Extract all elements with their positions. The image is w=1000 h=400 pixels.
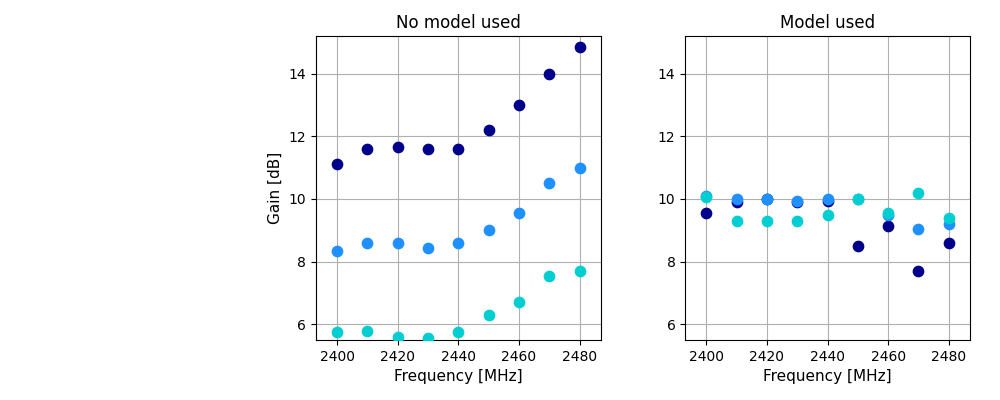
Point: [941, 214, 957, 221]
Point: [359, 146, 375, 152]
Point: [850, 196, 866, 202]
Point: [880, 212, 896, 218]
Point: [941, 221, 957, 227]
X-axis label: Frequency [MHz]: Frequency [MHz]: [763, 369, 892, 384]
Point: [359, 327, 375, 334]
Point: [820, 212, 836, 218]
Point: [729, 196, 745, 202]
Point: [941, 240, 957, 246]
Point: [481, 312, 497, 318]
Point: [359, 240, 375, 246]
Point: [420, 244, 436, 251]
Point: [789, 199, 805, 205]
Point: [541, 180, 557, 186]
Point: [698, 210, 714, 216]
Point: [572, 164, 588, 171]
Point: [910, 268, 926, 274]
Title: No model used: No model used: [396, 14, 521, 32]
Point: [329, 161, 345, 168]
Point: [729, 218, 745, 224]
Point: [511, 102, 527, 108]
Point: [759, 218, 775, 224]
Point: [880, 210, 896, 216]
Point: [481, 127, 497, 133]
Point: [511, 210, 527, 216]
Point: [450, 329, 466, 335]
Title: Model used: Model used: [780, 14, 875, 32]
Point: [420, 146, 436, 152]
Point: [390, 144, 406, 150]
Point: [698, 194, 714, 201]
Point: [420, 335, 436, 342]
Point: [759, 196, 775, 202]
Point: [572, 44, 588, 50]
Point: [390, 334, 406, 340]
Point: [789, 197, 805, 204]
Point: [450, 240, 466, 246]
Point: [541, 272, 557, 279]
Point: [481, 227, 497, 234]
Point: [729, 199, 745, 205]
Point: [910, 190, 926, 196]
Point: [910, 226, 926, 232]
Point: [698, 193, 714, 199]
Point: [850, 196, 866, 202]
Y-axis label: Gain [dB]: Gain [dB]: [268, 152, 283, 224]
Point: [511, 299, 527, 306]
X-axis label: Frequency [MHz]: Frequency [MHz]: [394, 369, 523, 384]
Point: [850, 243, 866, 249]
Point: [820, 197, 836, 204]
Point: [880, 222, 896, 229]
Point: [789, 218, 805, 224]
Point: [572, 268, 588, 274]
Point: [450, 146, 466, 152]
Point: [759, 196, 775, 202]
Point: [329, 329, 345, 335]
Point: [390, 240, 406, 246]
Point: [541, 70, 557, 77]
Point: [820, 196, 836, 202]
Legend: -40.0, 25.0, 85.0: -40.0, 25.0, 85.0: [46, 118, 196, 228]
Point: [329, 248, 345, 254]
